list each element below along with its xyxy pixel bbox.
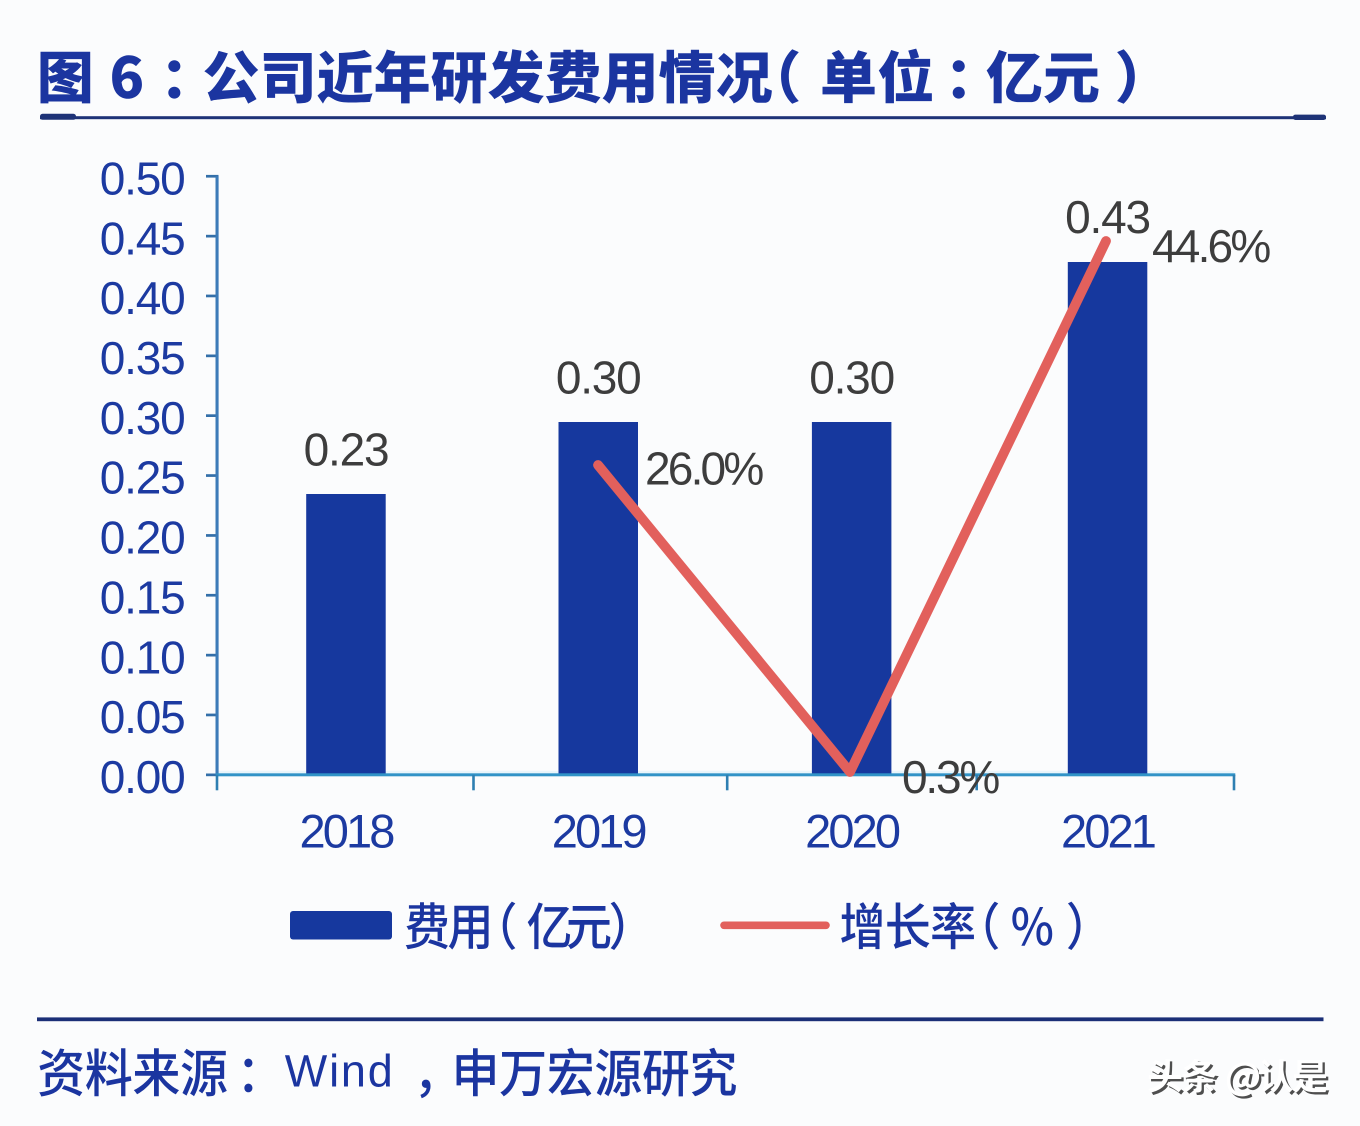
svg-text:0.30: 0.30 bbox=[100, 392, 185, 444]
svg-text:2020: 2020 bbox=[805, 805, 900, 858]
svg-text:0.35: 0.35 bbox=[100, 332, 185, 384]
svg-text:0.05: 0.05 bbox=[100, 691, 185, 743]
svg-text:0.00: 0.00 bbox=[100, 751, 185, 803]
svg-text:26.0%: 26.0% bbox=[645, 443, 763, 495]
svg-text:0.3%: 0.3% bbox=[902, 751, 999, 803]
svg-text:2018: 2018 bbox=[300, 805, 395, 858]
svg-text:0.30: 0.30 bbox=[809, 352, 894, 404]
svg-text:0.20: 0.20 bbox=[100, 512, 185, 564]
svg-text:0.50: 0.50 bbox=[100, 152, 185, 204]
svg-text:2019: 2019 bbox=[552, 805, 646, 858]
svg-text:0.30: 0.30 bbox=[556, 352, 641, 404]
svg-text:0.40: 0.40 bbox=[100, 272, 185, 324]
svg-text:0.45: 0.45 bbox=[100, 212, 185, 264]
svg-text:44.6%: 44.6% bbox=[1152, 220, 1270, 272]
svg-text:Wind: Wind bbox=[285, 1045, 395, 1096]
svg-text:0.43: 0.43 bbox=[1065, 191, 1150, 243]
svg-text:0.23: 0.23 bbox=[304, 424, 389, 476]
svg-text:0.25: 0.25 bbox=[100, 452, 185, 504]
svg-text:0.10: 0.10 bbox=[100, 631, 185, 683]
svg-text:2021: 2021 bbox=[1061, 805, 1155, 858]
svg-text:0.15: 0.15 bbox=[100, 571, 185, 623]
